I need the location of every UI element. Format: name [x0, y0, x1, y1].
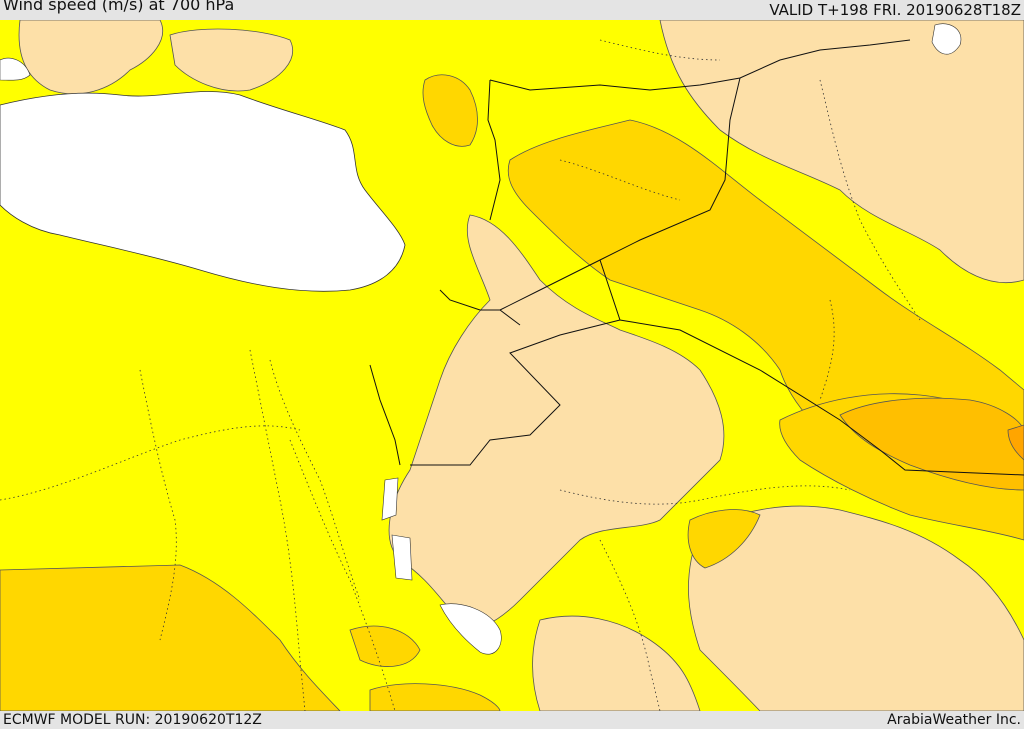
province-line-saudi-2	[599, 539, 661, 711]
light-region-saudi-south	[532, 615, 701, 711]
province-line-iraq	[819, 79, 921, 321]
gold-region-saudi-west	[687, 509, 761, 569]
valid-time: VALID T+198 FRI. 20190628T18Z	[769, 1, 1021, 19]
border-iraq-saudi	[599, 259, 1024, 476]
dead-sea	[381, 477, 399, 521]
aegean-sea	[0, 57, 31, 81]
border-jordan-israel	[439, 289, 521, 326]
dark-orange-region-gulf	[1007, 424, 1024, 461]
light-region-levant-jordan	[388, 214, 725, 629]
light-region-saudi-interior	[688, 505, 1024, 711]
province-line-egypt-2	[139, 369, 177, 641]
wind-band-light	[18, 20, 1024, 711]
border-lebanon-syria	[487, 79, 501, 221]
credit: ArabiaWeather Inc.	[887, 712, 1021, 728]
border-egypt-israel	[369, 364, 401, 466]
orange-region-iraq-south	[839, 397, 1024, 491]
gold-region-sinai-south	[0, 564, 341, 711]
light-region-east-turkey	[659, 20, 1024, 284]
model-run: ECMWF MODEL RUN: 20190620T12Z	[3, 712, 262, 728]
light-region-north-anatolia	[169, 28, 293, 92]
wind-band-orange	[839, 397, 1024, 491]
province-line-red-sea-coast	[289, 439, 396, 711]
nile-river	[249, 349, 306, 711]
gold-region-south-strip	[369, 683, 501, 711]
lake-van	[931, 23, 962, 55]
border-jordan-saudi	[410, 319, 621, 466]
gulf-of-aqaba	[391, 534, 413, 581]
province-line-syria	[559, 159, 681, 201]
wind-speed-map	[0, 20, 1024, 711]
province-line-saudi-1	[559, 485, 851, 505]
country-borders	[369, 39, 1024, 476]
border-syria-iraq	[499, 77, 741, 311]
footer-bar: ECMWF MODEL RUN: 20190620T12Z ArabiaWeat…	[0, 711, 1024, 729]
header-bar: Wind speed (m/s) at 700 hPa VALID T+198 …	[0, 0, 1024, 20]
province-boundaries	[0, 39, 921, 711]
mediterranean-sea	[0, 91, 406, 292]
province-line-turkey	[599, 39, 721, 61]
border-turkey-syria	[489, 39, 911, 91]
province-line-iraq-2	[819, 299, 835, 401]
map-title: Wind speed (m/s) at 700 hPa	[3, 0, 235, 14]
province-line-egypt-1	[0, 425, 301, 501]
gold-region-north-turkey	[422, 74, 478, 147]
gold-region-red-sea-coast	[349, 625, 421, 667]
red-sea-north	[439, 603, 502, 655]
